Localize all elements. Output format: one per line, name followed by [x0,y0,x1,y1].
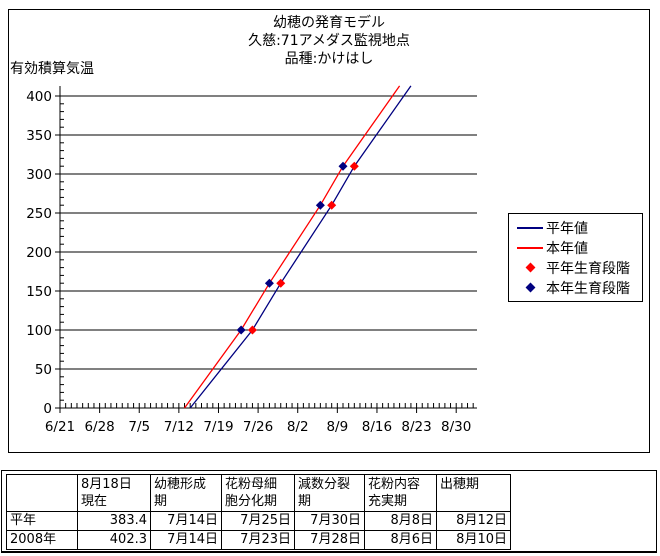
current-year-stage-markers [338,161,348,171]
x-tick-label: 8/23 [401,419,431,435]
legend-item-current-stage: 本年生育段階 [514,278,642,298]
current-year-stage-markers [236,325,246,335]
x-tick-label: 7/12 [164,419,194,435]
table-cell: 8月12日 [436,511,511,531]
y-tick-label: 100 [26,323,52,339]
y-tick-label: 150 [26,284,52,300]
legend-diamond-swatch-normal [514,262,546,273]
table-cell: 402.3 [77,530,151,550]
x-tick-label: 8/30 [441,419,471,435]
normal-year-stage-markers [349,161,359,171]
x-tick-label: 8/16 [362,419,392,435]
legend-label: 本年生育段階 [546,280,630,297]
table-cell: 7月14日 [150,530,222,550]
chart-title: 幼穂の発育モデル [273,15,385,31]
table-row-normal-year: 平年 383.4 7月14日 7月25日 7月30日 8月8日 8月12日 [6,511,511,531]
chart-legend: 平年値 本年値 平年生育段階 本年生育段階 [508,213,643,302]
current-year-stage-markers [315,200,325,210]
chart-subtitle-location: 久慈:71アメダス監視地点 [248,33,410,49]
y-tick-label: 350 [26,128,52,144]
y-tick-label: 250 [26,206,52,222]
y-tick-label: 300 [26,167,52,183]
table-header-heading: 出穂期 [436,474,511,512]
table-row-2008: 2008年 402.3 7月14日 7月23日 7月28日 8月6日 8月10日 [6,530,511,550]
normal-year-line [189,85,412,409]
legend-label: 平年値 [546,220,588,237]
normal-year-stage-markers [327,200,337,210]
current-year-line [183,85,401,409]
legend-diamond-swatch-current [514,282,546,293]
growth-stage-table: 8月18日 現在 幼穂形成 期 花粉母細 胞分化期 減数分裂 期 花粉内容 充実… [6,474,511,550]
table-header-blank [6,474,78,512]
x-tick-label: 6/21 [45,419,75,435]
table-cell: 7月30日 [294,511,365,531]
y-tick-label: 50 [35,362,52,378]
row-label: 2008年 [6,530,78,550]
y-tick-label: 400 [26,89,52,105]
x-tick-label: 8/2 [287,419,309,435]
table-header-pollen-mother-cell: 花粉母細 胞分化期 [221,474,295,512]
x-tick-label: 8/9 [326,419,348,435]
table-cell: 8月8日 [364,511,437,531]
legend-line-swatch-normal [514,226,546,229]
chart-title-block: 幼穂の発育モデル 久慈:71アメダス監視地点 品種:かけはし [8,14,650,68]
table-cell: 383.4 [77,511,151,531]
current-year-stage-markers [264,278,274,288]
table-header-current-value: 8月18日 現在 [77,474,151,512]
table-cell: 7月14日 [150,511,222,531]
y-tick-label: 0 [43,401,52,417]
legend-item-current-line: 本年値 [514,238,642,258]
y-tick-label: 200 [26,245,52,261]
legend-line-swatch-current [514,246,546,249]
table-header-panicle-formation: 幼穂形成 期 [150,474,222,512]
chart-subtitle-variety: 品種:かけはし [284,51,374,67]
legend-label: 本年値 [546,240,588,257]
table-cell: 8月10日 [436,530,511,550]
normal-year-stage-markers [276,278,286,288]
table-cell: 8月6日 [364,530,437,550]
table-header-pollen-filling: 花粉内容 充実期 [364,474,437,512]
y-axis-title: 有効積算気温 [10,61,94,77]
table-header-row: 8月18日 現在 幼穂形成 期 花粉母細 胞分化期 減数分裂 期 花粉内容 充実… [6,474,511,512]
summary-panel: 8月18日 現在 幼穂形成 期 花粉母細 胞分化期 減数分裂 期 花粉内容 充実… [1,470,657,553]
x-tick-label: 7/26 [243,419,273,435]
x-tick-label: 7/19 [203,419,233,435]
table-cell: 7月25日 [221,511,295,531]
x-tick-label: 7/5 [128,419,150,435]
x-tick-label: 6/28 [84,419,114,435]
normal-year-stage-markers [247,325,257,335]
table-cell: 7月23日 [221,530,295,550]
table-cell: 7月28日 [294,530,365,550]
legend-item-normal-line: 平年値 [514,218,642,238]
legend-item-normal-stage: 平年生育段階 [514,258,642,278]
row-label: 平年 [6,511,78,531]
legend-label: 平年生育段階 [546,260,630,277]
table-header-meiosis: 減数分裂 期 [294,474,365,512]
